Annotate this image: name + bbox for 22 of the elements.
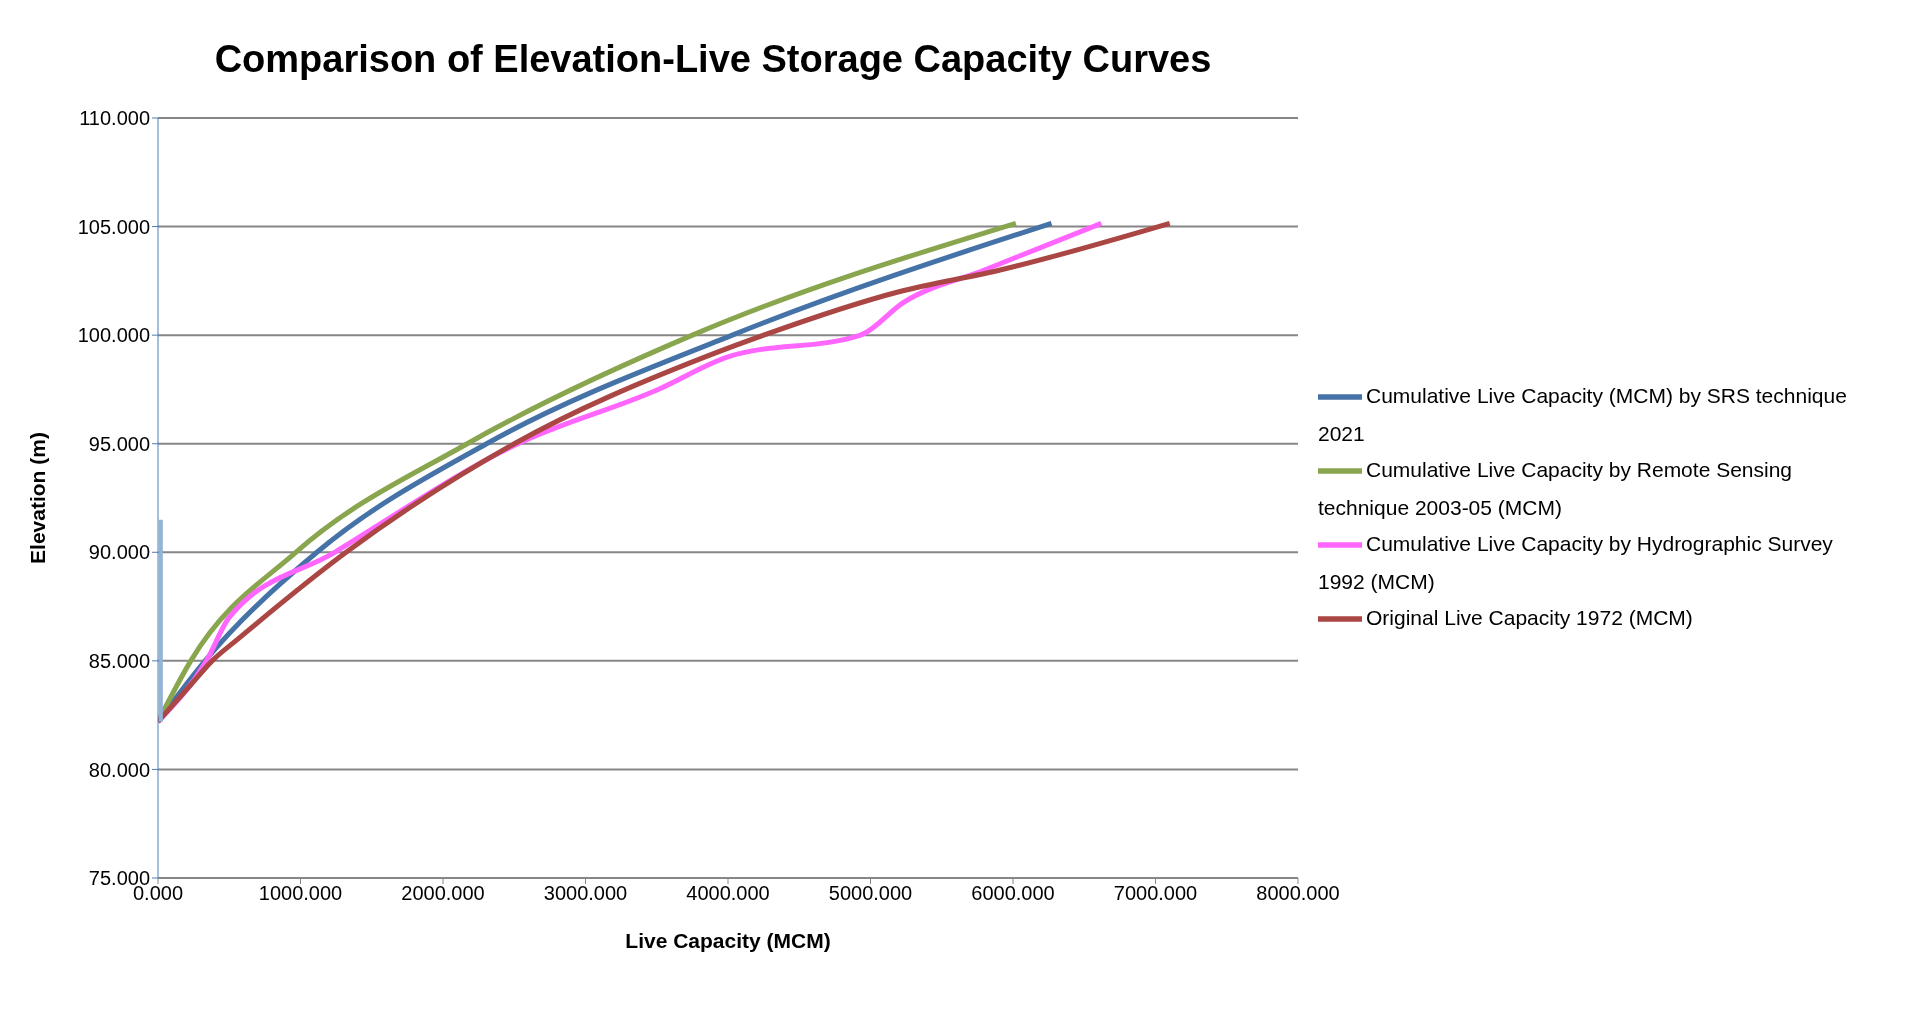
x-tick-label: 4000.000 bbox=[686, 882, 770, 905]
x-tick-label: 1000.000 bbox=[258, 882, 343, 905]
y-tick-label: 90.000 bbox=[88, 541, 150, 564]
y-tick-label: 100.000 bbox=[77, 324, 150, 347]
legend-label: Cumulative Live Capacity by Remote Sensing technique 2003-05 (MCM) bbox=[1318, 457, 1793, 519]
chart-title: Comparison of Elevation-Live Storage Capacity Curves bbox=[213, 38, 1213, 81]
x-tick-label: 3000.000 bbox=[543, 882, 628, 905]
legend-label: Cumulative Live Capacity (MCM) by SRS technique 2021 bbox=[1318, 383, 1847, 445]
y-tick-label: 85.000 bbox=[88, 649, 150, 672]
legend-label: Original Live Capacity 1972 (MCM) bbox=[1366, 605, 1693, 629]
y-tick-label: 110.000 bbox=[79, 107, 150, 130]
x-tick-label: 2000.000 bbox=[401, 882, 485, 905]
x-axis-title: Live Capacity (MCM) bbox=[625, 929, 831, 952]
x-tick-label: 8000.000 bbox=[1256, 882, 1340, 905]
y-tick-label: 80.000 bbox=[88, 758, 150, 781]
legend-label: Cumulative Live Capacity by Hydrographic Survey 1992 (MCM) bbox=[1318, 531, 1833, 593]
y-tick-label: 105.000 bbox=[77, 215, 150, 238]
y-axis-title: Elevation (m) bbox=[26, 432, 50, 564]
x-tick-label: 7000.000 bbox=[1113, 882, 1198, 905]
y-tick-label: 95.000 bbox=[88, 432, 150, 455]
x-tick-label: 5000.000 bbox=[828, 882, 913, 905]
x-tick-label: 6000.000 bbox=[971, 882, 1055, 905]
